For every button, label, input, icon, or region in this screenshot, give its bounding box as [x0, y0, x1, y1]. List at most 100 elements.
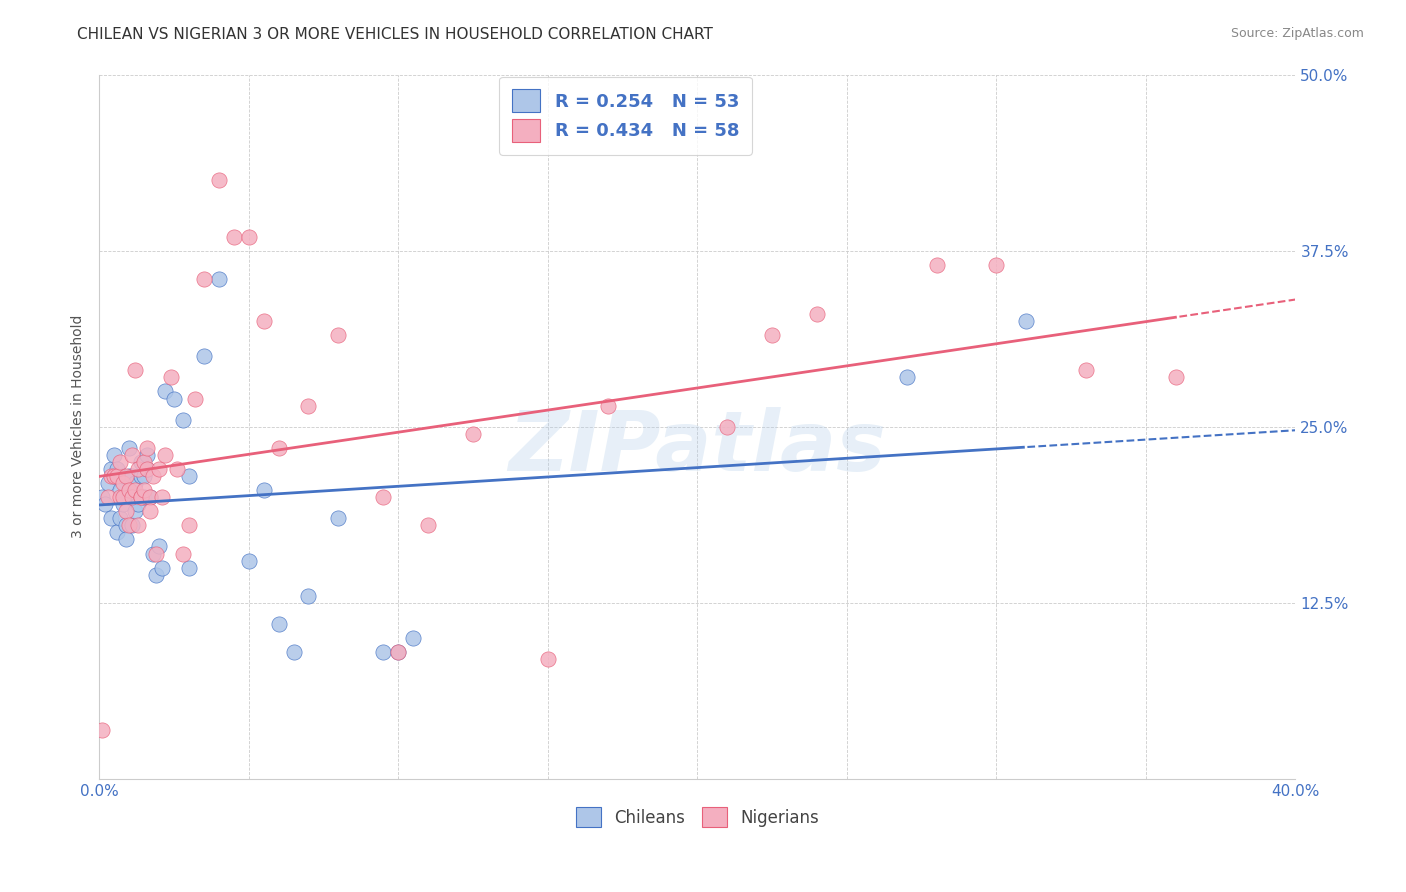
Point	[97, 490, 120, 504]
Point	[115, 518, 138, 533]
Point	[100, 511, 122, 525]
Point	[118, 469, 141, 483]
Point	[105, 462, 128, 476]
Point	[208, 272, 231, 286]
Legend: Chileans, Nigerians: Chileans, Nigerians	[569, 800, 825, 834]
Point	[402, 631, 425, 645]
Point	[297, 399, 319, 413]
Point	[127, 490, 149, 504]
Point	[127, 497, 149, 511]
Point	[100, 469, 122, 483]
Point	[112, 497, 135, 511]
Point	[124, 504, 146, 518]
Point	[148, 462, 170, 476]
Point	[136, 462, 159, 476]
Point	[112, 476, 135, 491]
Point	[896, 370, 918, 384]
Point	[118, 441, 141, 455]
Point	[252, 314, 274, 328]
Point	[136, 448, 159, 462]
Point	[112, 469, 135, 483]
Point	[761, 328, 783, 343]
Point	[416, 518, 439, 533]
Point	[537, 652, 560, 666]
Point	[238, 229, 260, 244]
Point	[121, 518, 143, 533]
Point	[115, 504, 138, 518]
Point	[153, 384, 176, 399]
Point	[136, 462, 159, 476]
Text: CHILEAN VS NIGERIAN 3 OR MORE VEHICLES IN HOUSEHOLD CORRELATION CHART: CHILEAN VS NIGERIAN 3 OR MORE VEHICLES I…	[77, 27, 713, 42]
Point	[118, 483, 141, 497]
Point	[136, 441, 159, 455]
Point	[1074, 363, 1097, 377]
Point	[150, 560, 173, 574]
Point	[108, 490, 131, 504]
Point	[267, 441, 290, 455]
Point	[925, 258, 948, 272]
Point	[806, 307, 828, 321]
Point	[103, 448, 125, 462]
Point	[387, 645, 409, 659]
Point	[112, 490, 135, 504]
Point	[373, 645, 395, 659]
Point	[142, 547, 165, 561]
Point	[124, 476, 146, 491]
Point	[193, 272, 215, 286]
Point	[105, 469, 128, 483]
Point	[172, 412, 194, 426]
Point	[160, 370, 183, 384]
Point	[150, 490, 173, 504]
Point	[97, 476, 120, 491]
Point	[115, 533, 138, 547]
Point	[252, 483, 274, 497]
Point	[103, 469, 125, 483]
Point	[118, 518, 141, 533]
Point	[238, 553, 260, 567]
Point	[267, 616, 290, 631]
Point	[118, 490, 141, 504]
Point	[172, 547, 194, 561]
Point	[177, 518, 200, 533]
Point	[115, 469, 138, 483]
Point	[121, 448, 143, 462]
Point	[94, 497, 117, 511]
Text: Source: ZipAtlas.com: Source: ZipAtlas.com	[1230, 27, 1364, 40]
Point	[193, 349, 215, 363]
Point	[129, 469, 152, 483]
Point	[461, 426, 484, 441]
Point	[129, 490, 152, 504]
Point	[1164, 370, 1187, 384]
Point	[148, 540, 170, 554]
Point	[108, 483, 131, 497]
Point	[153, 448, 176, 462]
Point	[132, 455, 155, 469]
Point	[1015, 314, 1038, 328]
Point	[129, 455, 152, 469]
Point	[124, 363, 146, 377]
Point	[139, 490, 162, 504]
Text: ZIPatlas: ZIPatlas	[509, 408, 886, 488]
Point	[163, 392, 186, 406]
Point	[222, 229, 245, 244]
Point	[91, 490, 114, 504]
Point	[139, 504, 162, 518]
Point	[145, 567, 167, 582]
Y-axis label: 3 or more Vehicles in Household: 3 or more Vehicles in Household	[72, 315, 86, 539]
Point	[166, 462, 188, 476]
Point	[184, 392, 207, 406]
Point	[108, 455, 131, 469]
Point	[100, 462, 122, 476]
Point	[132, 483, 155, 497]
Point	[373, 490, 395, 504]
Point	[127, 462, 149, 476]
Point	[103, 469, 125, 483]
Point	[121, 490, 143, 504]
Point	[177, 560, 200, 574]
Point	[596, 399, 619, 413]
Point	[145, 547, 167, 561]
Point	[328, 328, 350, 343]
Point	[132, 490, 155, 504]
Point	[986, 258, 1008, 272]
Point	[105, 525, 128, 540]
